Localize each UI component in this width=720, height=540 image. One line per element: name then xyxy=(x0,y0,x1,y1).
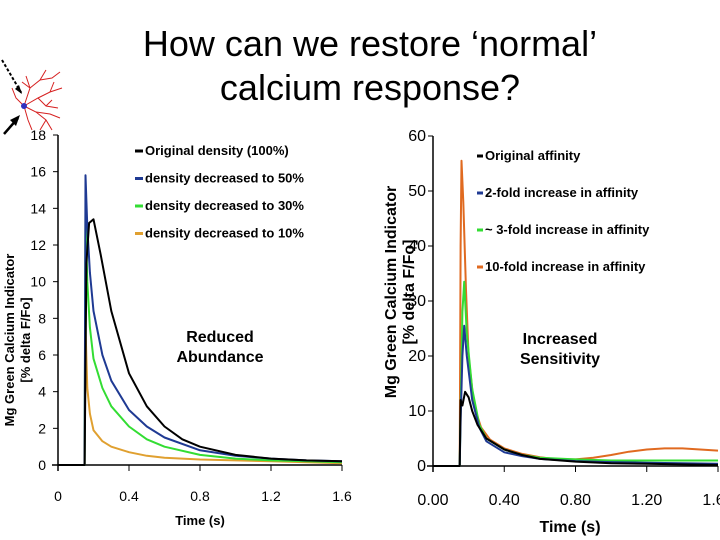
x-tick-label: 0.8 xyxy=(190,488,210,504)
x-axis-title: Time (s) xyxy=(539,519,600,536)
x-tick-label: 0.80 xyxy=(560,492,591,509)
annotation-line-2: Sensitivity xyxy=(519,351,601,368)
neuron-diagram-icon xyxy=(1,59,63,135)
y-tick-label: 30 xyxy=(408,293,426,310)
annotation-reduced-abundance: Reduced Abundance xyxy=(160,328,280,368)
series-line xyxy=(58,218,343,466)
slide-title-line-2: calcium response? xyxy=(219,67,521,108)
y-tick-label: 10 xyxy=(30,274,46,290)
series-line xyxy=(433,159,719,467)
x-tick-label: 1.20 xyxy=(631,492,662,509)
annotation-line-2: Abundance xyxy=(176,349,264,366)
y-tick-label: 40 xyxy=(408,238,426,255)
y-tick-label: 0 xyxy=(38,457,46,473)
x-axis-title: Time (s) xyxy=(175,513,225,528)
series-line xyxy=(433,280,718,467)
y-tick-label: 4 xyxy=(38,384,46,400)
legend-label: ~ 3-fold increase in affinity xyxy=(485,222,650,237)
y-axis-title-line-2: [% delta F/Fo] xyxy=(401,240,418,345)
y-tick-label: 60 xyxy=(408,128,426,145)
y-axis-title-line-1: Mg Green Calcium Indicator xyxy=(2,254,17,427)
y-axis-title-right: Mg Green Calcium Indicator [% delta F/Fo… xyxy=(383,186,418,398)
annotation-line-1: Reduced xyxy=(186,329,254,346)
y-tick-label: 20 xyxy=(408,348,426,365)
y-tick-label: 12 xyxy=(30,237,46,253)
legend-label: Original density (100%) xyxy=(145,143,289,158)
y-tick-label: 14 xyxy=(30,200,46,216)
y-tick-label: 50 xyxy=(408,183,426,200)
x-tick-label: 0.4 xyxy=(119,488,139,504)
legend-label: density decreased to 50% xyxy=(145,171,304,186)
series-line xyxy=(433,390,719,467)
legend-label: 2-fold increase in affinity xyxy=(485,185,639,200)
series-line xyxy=(58,211,343,466)
legend-label: 10-fold increase in affinity xyxy=(485,259,646,274)
y-tick-label: 10 xyxy=(408,403,426,420)
legend-label: Original affinity xyxy=(485,148,581,163)
annotation-line-1: Increased xyxy=(522,331,598,348)
y-tick-label: 16 xyxy=(30,164,46,180)
x-tick-label: 1.2 xyxy=(261,488,281,504)
legend-label: density decreased to 30% xyxy=(145,198,304,213)
y-axis-title-line-2: [% delta F/Fo] xyxy=(18,297,33,382)
y-tick-label: 6 xyxy=(38,347,46,363)
y-tick-label: 0 xyxy=(417,458,426,475)
chart-left: Mg Green Calcium Indicator [% delta F/Fo… xyxy=(2,127,352,528)
y-tick-label: 8 xyxy=(38,310,46,326)
y-axis-title-line-1: Mg Green Calcium Indicator xyxy=(383,186,400,398)
y-axis-title-left: Mg Green Calcium Indicator [% delta F/Fo… xyxy=(2,254,33,427)
series-line xyxy=(58,174,343,466)
chart-right: Mg Green Calcium Indicator [% delta F/Fo… xyxy=(383,128,720,536)
x-tick-label: 0.40 xyxy=(489,492,520,509)
x-tick-label: 1.6 xyxy=(332,488,352,504)
x-tick-label: 0.00 xyxy=(417,492,448,509)
annotation-increased-sensitivity: Increased Sensitivity xyxy=(500,330,620,370)
series-line xyxy=(433,324,719,467)
slide-title-line-1: How can we restore ‘normal’ xyxy=(142,23,598,64)
x-tick-label: 1.60 xyxy=(702,492,720,509)
y-tick-label: 2 xyxy=(38,420,46,436)
y-tick-label: 18 xyxy=(30,127,46,143)
slide-title: How can we restore ‘normal’ calcium resp… xyxy=(90,22,650,110)
legend-label: density decreased to 10% xyxy=(145,226,304,241)
x-tick-label: 0 xyxy=(54,488,62,504)
